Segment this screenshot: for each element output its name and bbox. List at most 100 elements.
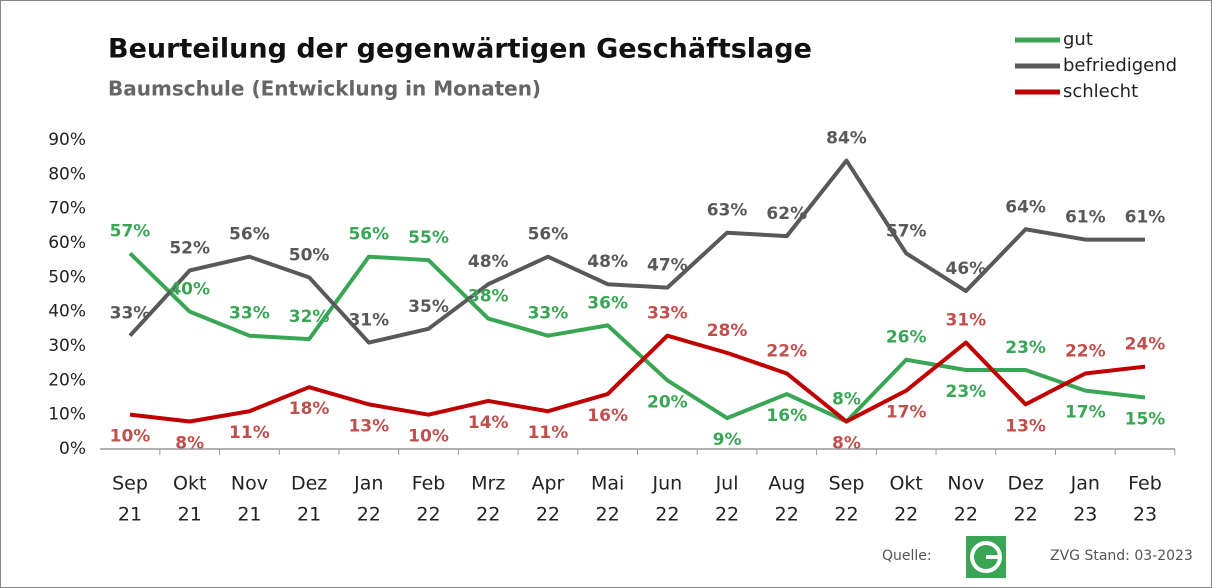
x-tick-label: 22 bbox=[775, 504, 799, 526]
chart-title: Beurteilung der gegenwärtigen Geschäftsl… bbox=[108, 34, 812, 65]
x-tick-label: Feb bbox=[412, 473, 446, 495]
x-tick-label: Okt bbox=[173, 473, 206, 495]
value-label: 62% bbox=[766, 204, 807, 224]
x-tick-label: Okt bbox=[889, 473, 922, 495]
x-tick-label: 21 bbox=[118, 504, 142, 526]
value-label: 48% bbox=[587, 252, 628, 272]
value-label: 46% bbox=[946, 259, 987, 279]
legend-label: befriedigend bbox=[1063, 55, 1177, 76]
y-tick-label: 80% bbox=[48, 164, 86, 184]
value-label: 26% bbox=[886, 328, 927, 348]
value-label: 10% bbox=[408, 427, 449, 447]
value-label: 23% bbox=[1005, 338, 1046, 358]
x-tick-label: Nov bbox=[947, 473, 984, 495]
y-tick-label: 90% bbox=[48, 130, 86, 150]
value-label: 15% bbox=[1125, 410, 1166, 430]
x-tick-label: 22 bbox=[416, 504, 440, 526]
line-series bbox=[129, 333, 1146, 424]
value-label: 8% bbox=[175, 434, 204, 454]
value-label: 33% bbox=[528, 304, 569, 324]
x-tick-label: Mrz bbox=[471, 473, 505, 495]
value-label: 63% bbox=[707, 201, 748, 221]
x-tick-label: Jun bbox=[652, 473, 683, 495]
y-tick-label: 60% bbox=[48, 233, 86, 253]
x-tick-label: Sep bbox=[829, 473, 865, 495]
source-label: Quelle: bbox=[882, 548, 932, 564]
value-label: 35% bbox=[408, 297, 449, 317]
x-tick-label: 22 bbox=[596, 504, 620, 526]
value-label: 31% bbox=[946, 311, 987, 331]
value-label: 55% bbox=[408, 228, 449, 248]
x-tick-label: Mai bbox=[591, 473, 624, 495]
value-label: 40% bbox=[169, 280, 210, 300]
value-label: 28% bbox=[707, 321, 748, 341]
x-tick-label: 22 bbox=[715, 504, 739, 526]
value-label: 33% bbox=[110, 304, 151, 324]
chart-subtitle: Baumschule (Entwicklung in Monaten) bbox=[108, 77, 541, 101]
x-tick-label: Apr bbox=[532, 473, 565, 495]
value-label: 33% bbox=[647, 304, 688, 324]
value-label: 57% bbox=[110, 221, 151, 241]
legend-label: gut bbox=[1063, 29, 1093, 50]
value-label: 11% bbox=[528, 423, 569, 443]
y-tick-label: 30% bbox=[48, 336, 86, 356]
value-label: 38% bbox=[468, 287, 509, 307]
value-label: 13% bbox=[1005, 416, 1046, 436]
y-tick-label: 20% bbox=[48, 370, 86, 390]
y-tick-label: 10% bbox=[48, 405, 86, 425]
value-label: 84% bbox=[826, 129, 867, 149]
x-tick-label: 22 bbox=[1013, 504, 1037, 526]
value-label: 24% bbox=[1125, 335, 1166, 355]
x-tick-label: 23 bbox=[1133, 504, 1157, 526]
y-tick-label: 70% bbox=[48, 199, 86, 219]
value-label: 9% bbox=[713, 430, 742, 450]
x-tick-label: 22 bbox=[894, 504, 918, 526]
value-label: 50% bbox=[289, 245, 330, 265]
value-label: 8% bbox=[832, 434, 861, 454]
y-tick-label: 50% bbox=[48, 267, 86, 287]
line-series bbox=[128, 251, 1146, 424]
value-label: 61% bbox=[1065, 208, 1106, 228]
value-label: 20% bbox=[647, 392, 688, 412]
value-label: 36% bbox=[587, 293, 628, 313]
value-label: 17% bbox=[886, 403, 927, 423]
value-label: 47% bbox=[647, 256, 688, 276]
x-tick-label: Dez bbox=[1007, 473, 1043, 495]
x-tick-label: 22 bbox=[954, 504, 978, 526]
x-tick-label: 22 bbox=[476, 504, 500, 526]
value-label: 8% bbox=[832, 390, 861, 410]
x-tick-label: Feb bbox=[1128, 473, 1162, 495]
value-label: 33% bbox=[229, 304, 270, 324]
value-label: 31% bbox=[348, 311, 389, 331]
value-label: 57% bbox=[886, 221, 927, 241]
x-tick-label: 22 bbox=[357, 504, 381, 526]
value-label: 52% bbox=[169, 238, 210, 258]
value-label: 18% bbox=[289, 399, 330, 419]
value-label: 23% bbox=[946, 382, 987, 402]
x-tick-label: Jan bbox=[1070, 473, 1100, 495]
y-tick-label: 0% bbox=[59, 439, 86, 459]
value-label: 22% bbox=[1065, 341, 1106, 361]
x-tick-label: Jul bbox=[715, 473, 739, 495]
x-tick-label: 22 bbox=[834, 504, 858, 526]
value-label: 48% bbox=[468, 252, 509, 272]
value-label: 56% bbox=[348, 225, 389, 245]
x-tick-label: 21 bbox=[237, 504, 261, 526]
legend-label: schlecht bbox=[1063, 81, 1138, 102]
value-label: 32% bbox=[289, 307, 330, 327]
value-label: 13% bbox=[348, 416, 389, 436]
x-tick-label: 21 bbox=[178, 504, 202, 526]
x-tick-label: Sep bbox=[112, 473, 148, 495]
value-label: 56% bbox=[528, 225, 569, 245]
x-tick-label: Aug bbox=[768, 473, 805, 495]
value-label: 16% bbox=[766, 406, 807, 426]
x-tick-label: Jan bbox=[353, 473, 383, 495]
x-tick-label: 22 bbox=[655, 504, 679, 526]
value-label: 10% bbox=[110, 427, 151, 447]
source-note: ZVG Stand: 03-2023 bbox=[1050, 548, 1193, 564]
value-label: 56% bbox=[229, 225, 270, 245]
x-tick-label: 22 bbox=[536, 504, 560, 526]
logo bbox=[966, 536, 1006, 578]
